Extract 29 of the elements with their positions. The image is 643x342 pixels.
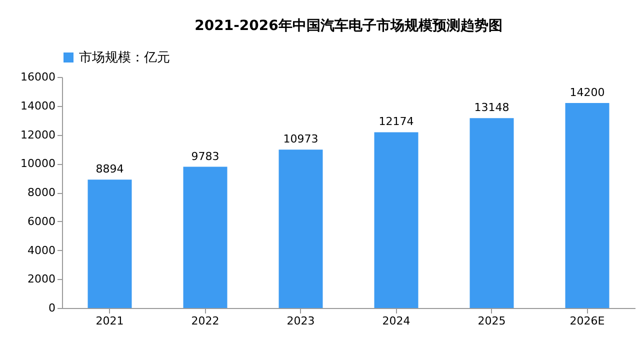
y-tick-label: 6000 [28,214,56,228]
y-tick-label: 0 [48,302,56,314]
y-tick-label: 16000 [20,70,56,84]
bar [88,180,132,308]
data-label: 12174 [378,115,414,128]
data-label: 10973 [283,132,318,146]
bar [565,102,610,308]
data-label: 9783 [191,150,220,163]
y-tick-label: 8000 [28,186,56,199]
x-tick-label: 2021 [96,314,124,328]
legend-label: 市场规模：亿元 [79,50,170,66]
x-tick-label: 2023 [286,314,315,328]
y-tick-label: 10000 [20,157,56,170]
x-tick-label: 2026E [570,314,605,328]
y-tick-label: 12000 [20,128,56,142]
y-tick-label: 4000 [28,244,56,257]
y-tick-label: 2000 [28,272,56,286]
y-tick-label: 14000 [20,99,56,112]
x-tick-label: 2024 [382,314,410,328]
bar [470,118,514,308]
chart-title: 2021-2026年中国汽车电子市场规模预测趋势图 [194,17,502,34]
bar [278,150,323,308]
bar [183,166,228,308]
x-tick-label: 2022 [191,314,220,328]
data-label: 14200 [570,86,605,99]
data-label: 13148 [474,101,510,114]
data-label: 8894 [96,162,124,176]
x-tick-label: 2025 [478,314,506,328]
bar [374,132,418,308]
